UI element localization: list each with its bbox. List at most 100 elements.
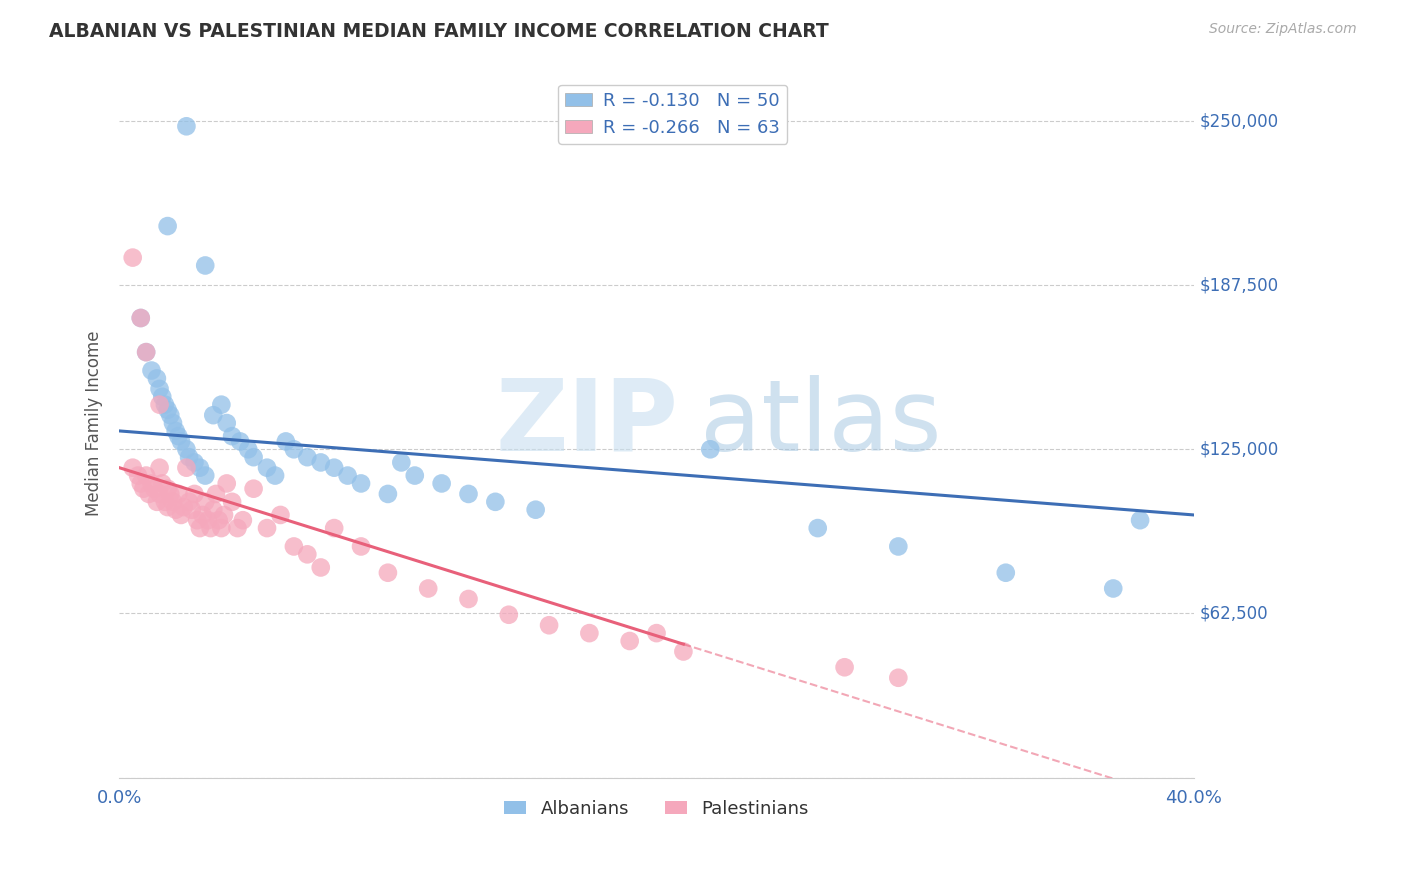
Point xyxy=(323,521,346,535)
Point xyxy=(167,429,190,443)
Text: ZIP: ZIP xyxy=(495,375,678,472)
Point xyxy=(159,408,181,422)
Point xyxy=(457,592,479,607)
Point xyxy=(269,508,291,522)
Point xyxy=(323,460,346,475)
Point xyxy=(1129,513,1152,527)
Point xyxy=(336,468,359,483)
Point xyxy=(141,476,163,491)
Point xyxy=(807,521,830,535)
Point xyxy=(887,540,910,554)
Point xyxy=(148,382,170,396)
Point xyxy=(129,310,152,325)
Point xyxy=(264,468,287,483)
Point xyxy=(350,540,373,554)
Point xyxy=(150,390,173,404)
Point xyxy=(146,495,169,509)
Point xyxy=(226,521,249,535)
Point xyxy=(197,513,219,527)
Point xyxy=(524,502,547,516)
Point xyxy=(229,434,252,449)
Text: $187,500: $187,500 xyxy=(1199,277,1278,294)
Point xyxy=(283,540,305,554)
Point xyxy=(208,513,231,527)
Point xyxy=(538,618,561,632)
Point xyxy=(176,460,198,475)
Point xyxy=(578,626,600,640)
Point xyxy=(377,487,399,501)
Point xyxy=(143,482,166,496)
Point xyxy=(165,502,187,516)
Point xyxy=(209,398,232,412)
Point xyxy=(200,521,222,535)
Text: ALBANIAN VS PALESTINIAN MEDIAN FAMILY INCOME CORRELATION CHART: ALBANIAN VS PALESTINIAN MEDIAN FAMILY IN… xyxy=(49,22,830,41)
Point xyxy=(129,310,152,325)
Text: Source: ZipAtlas.com: Source: ZipAtlas.com xyxy=(1209,22,1357,37)
Point xyxy=(167,487,190,501)
Point xyxy=(404,468,426,483)
Point xyxy=(156,500,179,514)
Point xyxy=(672,644,695,658)
Text: $62,500: $62,500 xyxy=(1199,605,1268,623)
Point xyxy=(377,566,399,580)
Point xyxy=(283,442,305,457)
Point xyxy=(389,455,412,469)
Point xyxy=(135,468,157,483)
Text: $125,000: $125,000 xyxy=(1199,441,1278,458)
Point xyxy=(179,450,201,465)
Point xyxy=(221,495,243,509)
Point xyxy=(1102,582,1125,596)
Point xyxy=(256,460,278,475)
Point xyxy=(212,508,235,522)
Point xyxy=(209,521,232,535)
Point xyxy=(148,398,170,412)
Point xyxy=(162,495,184,509)
Point xyxy=(159,487,181,501)
Point xyxy=(994,566,1017,580)
Point xyxy=(127,468,149,483)
Point xyxy=(135,345,157,359)
Point xyxy=(176,442,198,457)
Point xyxy=(141,363,163,377)
Point xyxy=(156,482,179,496)
Point xyxy=(297,450,319,465)
Point xyxy=(165,424,187,438)
Point xyxy=(242,482,264,496)
Point xyxy=(179,495,201,509)
Point xyxy=(221,429,243,443)
Point xyxy=(138,487,160,501)
Point xyxy=(887,671,910,685)
Point xyxy=(135,345,157,359)
Point xyxy=(238,442,260,457)
Point xyxy=(150,476,173,491)
Point xyxy=(156,219,179,233)
Point xyxy=(274,434,297,449)
Point xyxy=(202,408,225,422)
Point xyxy=(194,495,217,509)
Point xyxy=(180,502,202,516)
Point xyxy=(156,403,179,417)
Point xyxy=(215,476,238,491)
Point xyxy=(699,442,721,457)
Point xyxy=(242,450,264,465)
Point xyxy=(129,476,152,491)
Point xyxy=(194,259,217,273)
Point xyxy=(170,508,193,522)
Legend: Albanians, Palestinians: Albanians, Palestinians xyxy=(498,793,815,825)
Point xyxy=(309,560,332,574)
Text: $250,000: $250,000 xyxy=(1199,112,1278,130)
Point xyxy=(146,371,169,385)
Point xyxy=(498,607,520,622)
Point xyxy=(148,487,170,501)
Point xyxy=(418,582,440,596)
Point xyxy=(183,455,205,469)
Y-axis label: Median Family Income: Median Family Income xyxy=(86,330,103,516)
Point xyxy=(176,120,198,134)
Point xyxy=(297,547,319,561)
Point xyxy=(309,455,332,469)
Point xyxy=(148,460,170,475)
Point xyxy=(232,513,254,527)
Point xyxy=(186,513,208,527)
Point xyxy=(183,487,205,501)
Point xyxy=(350,476,373,491)
